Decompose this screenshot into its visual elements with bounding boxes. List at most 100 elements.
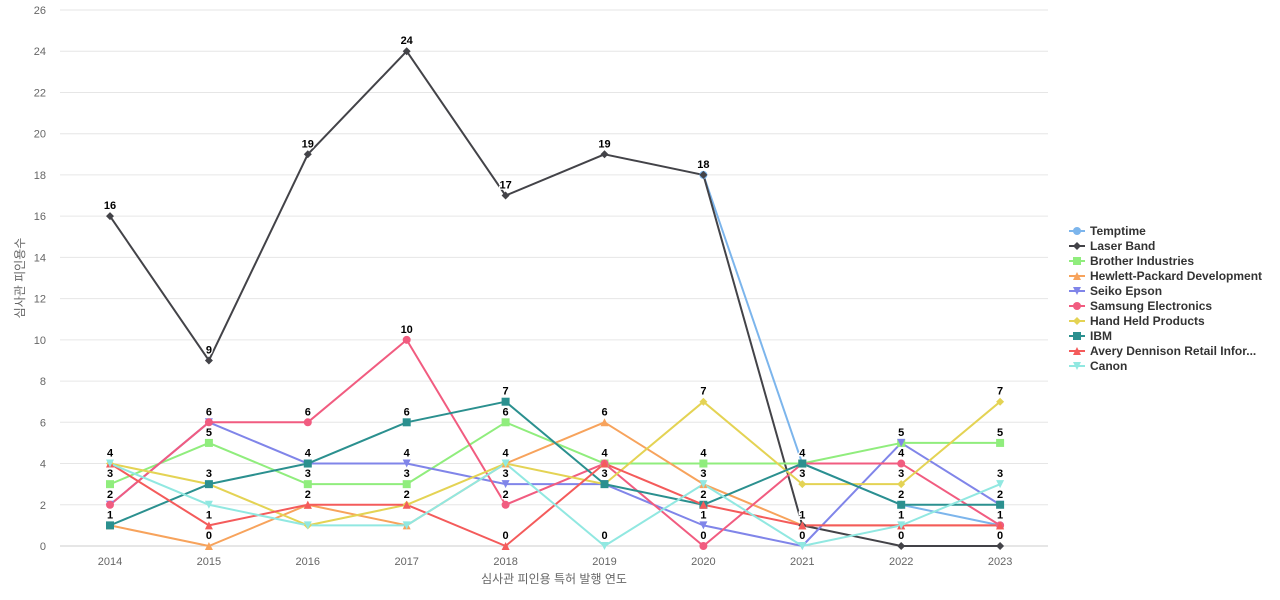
data-label: 6 (601, 406, 607, 418)
legend-item[interactable]: Brother Industries (1068, 253, 1278, 268)
data-label: 3 (799, 468, 805, 480)
y-tick-label: 16 (34, 211, 46, 223)
data-point (699, 397, 708, 406)
data-point (501, 542, 510, 550)
data-label: 1 (898, 509, 904, 521)
data-label: 2 (997, 489, 1003, 501)
data-point (897, 542, 906, 550)
data-label: 4 (305, 448, 312, 460)
data-label: 3 (305, 468, 311, 480)
y-tick-label: 6 (40, 417, 46, 429)
data-label: 1 (799, 509, 805, 521)
data-point (996, 521, 1005, 530)
data-point (699, 170, 708, 179)
legend-item[interactable]: Seiko Epson (1068, 283, 1278, 298)
x-tick-label: 2016 (296, 556, 320, 568)
legend-swatch (1069, 226, 1085, 235)
data-label: 5 (206, 427, 212, 439)
data-point (897, 438, 906, 447)
data-point (204, 521, 213, 530)
data-point (699, 500, 708, 509)
data-label: 3 (898, 468, 904, 480)
legend-label: Canon (1090, 358, 1128, 373)
y-tick-label: 18 (34, 170, 46, 182)
legend-swatch-marker (1073, 301, 1081, 310)
legend-item[interactable]: Canon (1068, 358, 1278, 373)
legend-label: Temptime (1090, 223, 1146, 238)
data-point (798, 521, 807, 530)
data-label: 1 (107, 509, 113, 521)
data-label: 18 (697, 159, 709, 171)
data-point (402, 500, 411, 509)
y-tick-label: 22 (34, 87, 46, 99)
data-point (501, 191, 510, 200)
data-label: 17 (499, 180, 511, 192)
y-tick-label: 0 (40, 541, 46, 553)
data-label: 19 (302, 138, 314, 150)
data-label: 2 (700, 489, 706, 501)
data-point (501, 500, 510, 509)
data-label: 2 (503, 489, 509, 501)
data-label: 3 (404, 468, 410, 480)
x-axis-ticks: 2014 2015 2016 2017 2018 2019 2020 2021 2022 2023 (98, 556, 1013, 568)
data-point (303, 521, 312, 530)
legend-item[interactable]: Avery Dennison Retail Infor... (1068, 343, 1278, 358)
y-tick-label: 8 (40, 376, 46, 388)
data-label: 0 (898, 530, 904, 542)
legend-swatch-marker (1073, 271, 1081, 280)
y-tick-label: 4 (40, 459, 46, 471)
data-label: 2 (404, 489, 410, 501)
data-point (402, 335, 411, 344)
legend-item[interactable]: IBM (1068, 328, 1278, 343)
legend-item[interactable]: Samsung Electronics (1068, 298, 1278, 313)
legend-swatch-marker (1073, 286, 1081, 295)
data-point (501, 418, 510, 427)
data-label: 7 (997, 386, 1003, 398)
y-tick-label: 14 (34, 252, 46, 264)
data-point (897, 459, 906, 468)
data-point (303, 418, 312, 427)
data-point (303, 500, 312, 509)
data-point (996, 397, 1005, 406)
data-point (897, 521, 906, 530)
data-label: 2 (997, 489, 1003, 501)
legend-swatch-marker (1073, 256, 1081, 265)
data-point (303, 150, 312, 159)
data-point (106, 521, 114, 530)
legend-label: Laser Band (1090, 238, 1156, 253)
legend-swatch-marker (1073, 316, 1081, 325)
data-point (699, 542, 708, 550)
data-label: 6 (503, 406, 509, 418)
data-point (204, 438, 213, 447)
data-label: 3 (206, 468, 212, 480)
y-tick-label: 10 (34, 335, 46, 347)
data-point (204, 418, 213, 427)
legend-label: Hand Held Products (1090, 313, 1205, 328)
x-tick-label: 2014 (98, 556, 122, 568)
data-label: 4 (404, 448, 411, 460)
legend-item[interactable]: Hand Held Products (1068, 313, 1278, 328)
data-label: 4 (601, 448, 608, 460)
data-point (600, 542, 609, 550)
data-label: 5 (898, 427, 904, 439)
data-point (600, 418, 609, 427)
data-label: 4 (700, 448, 707, 460)
data-point (996, 542, 1005, 550)
data-point (501, 459, 510, 468)
data-point (402, 521, 411, 530)
data-label: 3 (997, 468, 1003, 480)
data-point (798, 480, 807, 489)
data-point (204, 500, 213, 509)
data-label: 1 (206, 509, 212, 521)
legend-item[interactable]: Temptime (1068, 223, 1278, 238)
data-label: 6 (206, 406, 212, 418)
data-point (897, 500, 906, 509)
data-point (303, 459, 312, 468)
legend-item[interactable]: Laser Band (1068, 238, 1278, 253)
legend-swatch-marker (1073, 241, 1081, 250)
data-point (600, 459, 609, 468)
y-tick-label: 2 (40, 500, 46, 512)
legend-item[interactable]: Hewlett-Packard Development (1068, 268, 1278, 283)
data-label: 4 (799, 448, 806, 460)
